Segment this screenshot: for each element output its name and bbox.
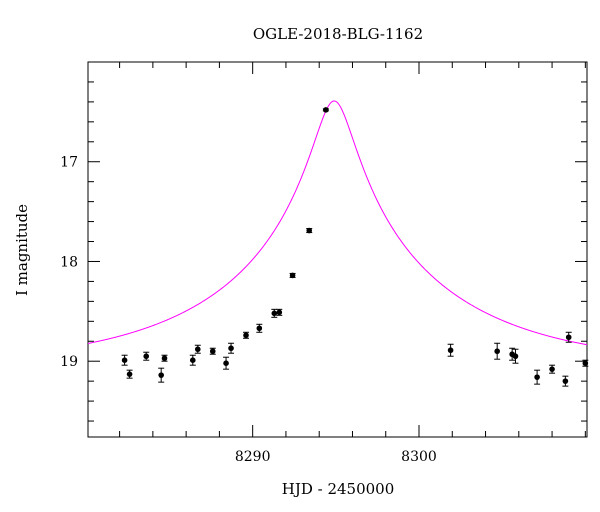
point-marker [126, 371, 133, 377]
data-point [289, 272, 296, 279]
y-tick-label: 19 [60, 354, 78, 370]
point-marker [158, 372, 164, 378]
data-point [228, 342, 235, 354]
data-point [494, 342, 501, 360]
point-marker [549, 366, 555, 372]
x-tick-label: 8300 [401, 449, 437, 465]
point-marker [306, 227, 313, 234]
data-point [447, 343, 454, 357]
data-point [243, 331, 250, 339]
data-point [271, 308, 278, 318]
x-tick-label: 8290 [235, 449, 271, 465]
point-marker [565, 334, 572, 341]
data-point [534, 369, 541, 385]
point-marker [194, 346, 201, 353]
data-point [121, 354, 128, 366]
y-tick-label: 17 [60, 155, 78, 171]
data-points [121, 107, 589, 387]
point-marker [512, 353, 519, 360]
point-marker [276, 309, 283, 316]
point-marker [323, 107, 329, 113]
point-marker [228, 345, 234, 352]
data-point [306, 227, 313, 234]
plot-area: 8290 8300 17 18 19 [60, 61, 589, 465]
point-marker [271, 310, 278, 317]
point-marker [189, 357, 196, 364]
point-marker [223, 360, 229, 366]
data-point [322, 107, 329, 113]
data-point [223, 356, 230, 370]
data-point [256, 323, 263, 333]
point-marker [562, 378, 569, 384]
x-axis-label: HJD - 2450000 [282, 480, 395, 498]
model-curve [87, 100, 588, 346]
point-marker [289, 272, 296, 279]
chart-title: OGLE-2018-BLG-1162 [253, 25, 423, 43]
y-tick-label: 18 [60, 254, 78, 270]
plot-frame [87, 61, 588, 438]
point-marker [243, 332, 249, 339]
point-marker [582, 360, 589, 366]
point-marker [121, 357, 128, 364]
point-marker [494, 348, 500, 355]
x-axis: 8290 8300 [119, 62, 586, 465]
data-point [189, 354, 196, 366]
y-axis: 17 18 19 [60, 61, 587, 422]
data-point [562, 375, 569, 387]
data-point [549, 364, 556, 374]
data-point [126, 369, 133, 379]
point-marker [209, 348, 216, 355]
data-point [143, 351, 150, 361]
data-point [194, 344, 201, 354]
point-marker [256, 325, 263, 332]
data-point [158, 367, 165, 383]
data-point [582, 359, 589, 367]
point-marker [447, 347, 454, 354]
point-marker [143, 353, 150, 360]
data-point [161, 354, 168, 362]
data-point [276, 308, 283, 316]
point-marker [161, 355, 168, 362]
point-marker [534, 374, 540, 380]
data-point [209, 347, 216, 355]
data-point [512, 348, 519, 364]
y-axis-label: I magnitude [13, 204, 31, 296]
data-point [565, 331, 572, 343]
